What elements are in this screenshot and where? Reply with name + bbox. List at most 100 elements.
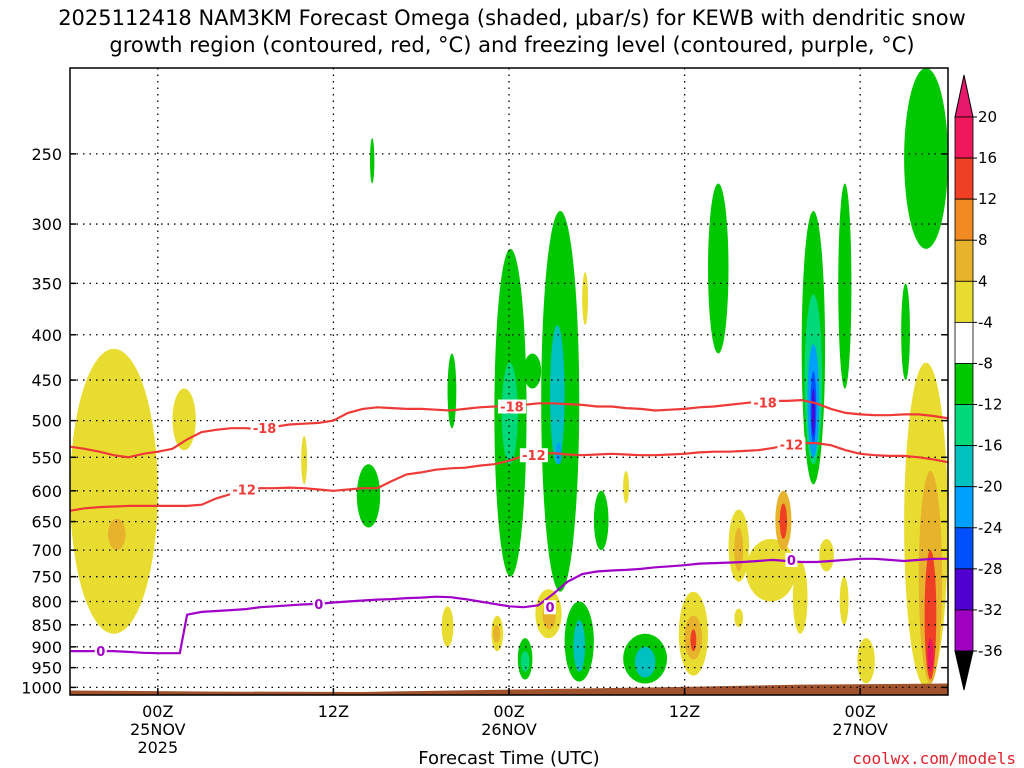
omega-region-45 <box>819 538 834 572</box>
contour-label-5: -12 <box>780 439 804 454</box>
contour-label-bg-0 <box>250 421 279 436</box>
colorbar: 20 16 12 8 4 -4 -8 -12 -16 -20 -24 -28 -32 -36 <box>954 74 1003 691</box>
x-tick-label-4: 00Z <box>845 702 876 721</box>
x-axis-title: Forecast Time (UTC) <box>418 748 599 768</box>
y-tick-label-950: 950 <box>31 659 62 678</box>
x-tick-label-1: 12Z <box>318 702 349 721</box>
colorbar-tick-label-0: 20 <box>978 108 997 126</box>
contour-label-bg-3 <box>230 482 259 497</box>
omega-region-48 <box>857 638 875 684</box>
y-tick-label-700: 700 <box>31 541 62 560</box>
omega-region-27 <box>492 624 501 643</box>
colorbar-swatch-4 <box>954 280 974 323</box>
omega-region-3 <box>301 435 308 485</box>
omega-region-24 <box>904 68 948 249</box>
omega-region-22 <box>838 183 852 389</box>
y-tick-label-850: 850 <box>31 616 62 635</box>
colorbar-swatch-3 <box>954 239 974 282</box>
colorbar-swatch-12 <box>954 609 974 652</box>
y-tick-label-900: 900 <box>31 638 62 657</box>
y-axis: 250 300 350 400 450 500 550 600 650 700 750 800 850 9… <box>21 145 948 697</box>
y-tick-label-450: 450 <box>31 371 62 390</box>
omega-region-5 <box>356 464 381 528</box>
x-tick-label-2: 00Z <box>493 702 524 721</box>
colorbar-swatch-7 <box>954 404 974 447</box>
colorbar-tick-label-7: -12 <box>978 396 1003 414</box>
contour-label-0: -18 <box>253 422 277 437</box>
colorbar-top-arrow <box>954 74 974 118</box>
contour-label-9: 0 <box>787 554 796 569</box>
y-tick-label-350: 350 <box>31 274 62 293</box>
omega-region-25 <box>441 606 454 647</box>
colorbar-tick-label-8: -16 <box>978 437 1003 455</box>
colorbar-swatch-8 <box>954 445 974 488</box>
omega-region-44 <box>792 560 808 634</box>
omega-region-33 <box>573 620 586 672</box>
contour-line-2 <box>70 557 948 655</box>
colorbar-swatch-1 <box>954 157 974 200</box>
contour-label-1: -18 <box>500 401 524 416</box>
contour-label-bg-8 <box>543 600 556 615</box>
omega-region-52 <box>927 638 934 672</box>
colorbar-swatch-11 <box>954 568 974 611</box>
y-tick-label-300: 300 <box>31 215 62 234</box>
chart-title-line1: 2025112418 NAM3KM Forecast Omega (shaded… <box>58 6 966 30</box>
x-tick-sublabel-0: 25NOV <box>130 720 186 739</box>
contour-label-8: 0 <box>545 601 554 616</box>
credit-text: coolwx.com/models <box>852 749 1016 768</box>
x-tick-sublabel2-0: 2025 <box>137 738 178 757</box>
omega-region-1 <box>108 518 126 551</box>
colorbar-swatch-10 <box>954 527 974 570</box>
omega-region-15 <box>623 471 629 504</box>
colorbar-tick-label-3: 8 <box>978 231 988 249</box>
colorbar-tick-label-4: 4 <box>978 272 988 290</box>
omega-region-11 <box>549 325 565 465</box>
x-tick-sublabel-2: 26NOV <box>481 720 537 739</box>
colorbar-tick-label-1: 16 <box>978 149 997 167</box>
omega-region-41 <box>746 538 796 602</box>
contour-label-bg-5 <box>777 437 806 452</box>
colorbar-tick-label-12: -32 <box>978 601 1003 619</box>
contour-label-2: -18 <box>753 397 777 412</box>
omega-region-23 <box>901 283 910 381</box>
terrain-fill <box>70 683 948 695</box>
omega-region-6 <box>447 353 457 429</box>
chart-title-line2: growth region (contoured, red, °C) and f… <box>109 33 914 57</box>
contour-label-4: -12 <box>522 449 546 464</box>
omega-region-16 <box>708 183 729 354</box>
colorbar-swatch-6 <box>954 363 974 405</box>
contour-label-7: 0 <box>314 598 323 613</box>
omega-region-4 <box>369 138 375 184</box>
contour-label-bg-9 <box>785 552 798 567</box>
colorbar-tick-label-5: -4 <box>978 313 993 331</box>
y-tick-label-650: 650 <box>31 513 62 532</box>
contour-label-bg-4 <box>519 448 548 463</box>
omega-region-2 <box>172 388 196 451</box>
contour-label-6: 0 <box>96 645 105 660</box>
x-tick-label-0: 00Z <box>142 702 173 721</box>
contour-label-bg-2 <box>751 395 780 410</box>
colorbar-tick-label-6: -8 <box>978 354 993 372</box>
colorbar-swatch-0 <box>954 116 974 159</box>
omega-region-46 <box>839 576 849 625</box>
x-tick-label-3: 12Z <box>669 702 700 721</box>
contour-label-bg-6 <box>94 644 107 659</box>
grid <box>70 68 948 695</box>
contour-label-3: -12 <box>232 484 256 499</box>
colorbar-bottom-arrow <box>954 650 974 691</box>
omega-region-9 <box>523 353 542 389</box>
omega-region-38 <box>690 629 697 652</box>
colorbar-tick-label-13: -36 <box>978 642 1003 660</box>
omega-region-47 <box>734 608 744 628</box>
y-tick-label-400: 400 <box>31 326 62 345</box>
contour-label-bg-1 <box>497 399 526 414</box>
omega-shading <box>70 68 948 688</box>
omega-region-40 <box>734 527 744 572</box>
omega-region-35 <box>634 646 656 678</box>
y-tick-label-600: 600 <box>31 482 62 501</box>
colorbar-swatch-2 <box>954 198 974 241</box>
omega-region-43 <box>779 503 788 539</box>
colorbar-tick-label-11: -28 <box>978 560 1003 578</box>
x-tick-sublabel-4: 27NOV <box>832 720 888 739</box>
